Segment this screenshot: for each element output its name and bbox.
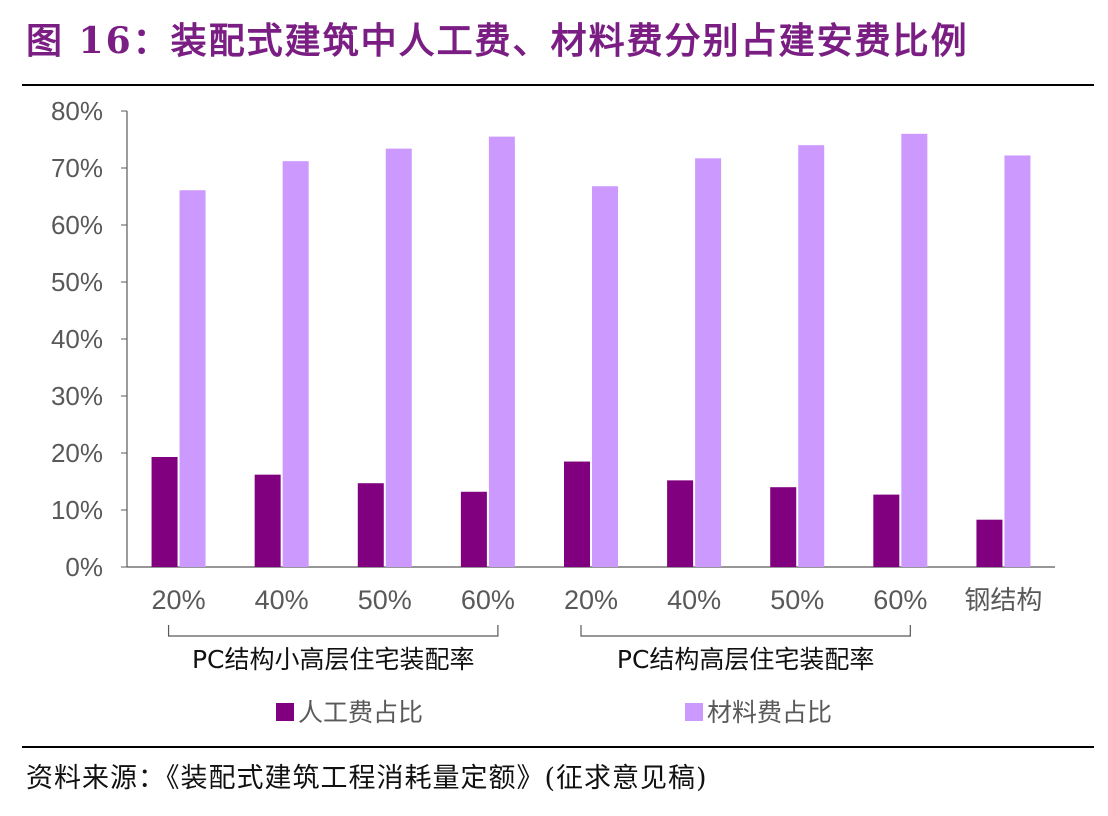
material-bar [592, 186, 618, 567]
x-tick-label: 60% [461, 585, 515, 615]
legend-label: 材料费占比 [707, 698, 832, 727]
labor-bar [667, 480, 694, 567]
chart-title: 图 16：装配式建筑中人工费、材料费分别占建安费比例 [26, 20, 969, 62]
group-label: PC结构高层住宅装配率 [617, 645, 875, 674]
y-tick-label: 60% [51, 210, 103, 240]
group-label: PC结构小高层住宅装配率 [192, 645, 475, 674]
title-divider [22, 84, 1094, 86]
material-bar [385, 148, 412, 567]
y-tick-label: 10% [51, 495, 103, 525]
material-bar [282, 161, 309, 567]
y-tick-label: 70% [51, 153, 103, 183]
source-divider [22, 746, 1094, 748]
y-tick-label: 30% [51, 381, 103, 411]
x-tick-label: 20% [152, 585, 206, 615]
y-tick-label: 40% [51, 324, 103, 354]
x-tick-label: 50% [358, 585, 412, 615]
y-tick-label: 50% [51, 267, 103, 297]
x-tick-label: 40% [667, 585, 721, 615]
labor-bar [460, 491, 487, 567]
labor-bar [873, 494, 900, 567]
material-bar [1004, 155, 1031, 567]
bar-chart: 0% 10% 20% 30% 40% 50% 60% 70% 80% 20% 40% 50% 60% 20… [51, 96, 1055, 727]
x-tick-label: 钢结构 [964, 585, 1042, 615]
labor-bar [357, 483, 384, 567]
legend-swatch-material [685, 703, 703, 721]
labor-bar [564, 461, 590, 567]
x-tick-label: 60% [873, 585, 927, 615]
legend-label: 人工费占比 [298, 698, 423, 727]
material-bar [798, 145, 825, 567]
legend-swatch-labor [276, 703, 294, 721]
labor-bar [151, 456, 178, 567]
x-tick-label: 20% [564, 585, 618, 615]
x-tick-label: 50% [770, 585, 824, 615]
y-tick-label: 80% [51, 96, 103, 126]
material-bar [488, 136, 515, 567]
labor-bar [976, 519, 1003, 567]
material-bar [695, 158, 722, 567]
labor-bar [770, 487, 797, 567]
x-tick-label: 40% [255, 585, 309, 615]
material-bar [179, 190, 206, 567]
group-bracket [580, 625, 911, 637]
source-note: 资料来源：《装配式建筑工程消耗量定额》(征求意见稿) [26, 763, 708, 794]
group-bracket [167, 625, 499, 637]
labor-bar [254, 474, 281, 567]
material-bar [901, 133, 928, 568]
y-tick-label: 20% [51, 438, 103, 468]
y-tick-label: 0% [65, 552, 103, 582]
